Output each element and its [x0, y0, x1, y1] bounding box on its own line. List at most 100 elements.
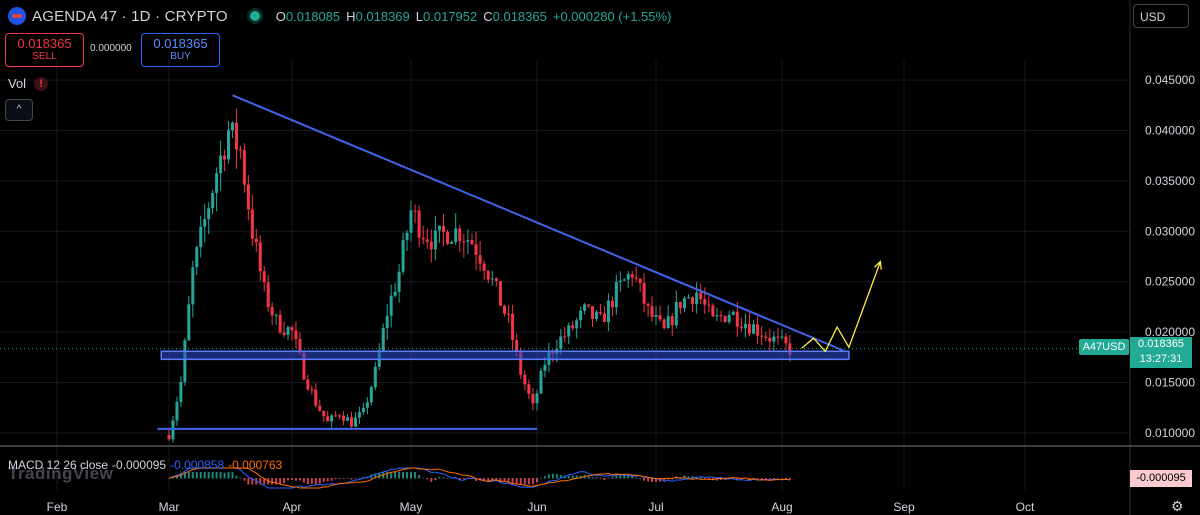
macd-histogram-bar [703, 478, 706, 480]
candle-body [747, 323, 751, 334]
candle-body [350, 417, 353, 427]
macd-legend[interactable]: MACD 12 26 close -0.000095 -0.000858 -0.… [8, 458, 282, 472]
candle-body [788, 343, 792, 355]
macd-histogram-bar [402, 472, 405, 479]
macd-histogram-bar [603, 478, 606, 481]
grid-lines [0, 60, 1130, 490]
candle-body [583, 304, 587, 311]
candle-body [531, 393, 535, 404]
macd-histogram-bar [788, 478, 791, 480]
macd-histogram-bar [536, 478, 538, 483]
buy-button[interactable]: 0.018365 BUY [141, 33, 220, 67]
macd-histogram-bar [583, 475, 586, 479]
candle-body [298, 339, 302, 353]
collapse-chevron-up-icon[interactable]: ^ [5, 99, 33, 121]
candle-body [478, 255, 482, 264]
macd-histogram-bar [390, 472, 393, 479]
candle-body [238, 149, 242, 151]
macd-histogram-bar [667, 478, 670, 480]
candle-body [622, 279, 626, 281]
volume-label: Vol [8, 76, 27, 91]
drawing-overlays[interactable] [0, 94, 1130, 430]
macd-histogram-bar [707, 478, 710, 480]
candle-body [634, 277, 638, 279]
candle-body [195, 247, 199, 268]
macd-histogram-bar [611, 476, 614, 479]
candle-body [242, 150, 246, 185]
macd-histogram-bar [679, 476, 682, 479]
macd-histogram-bar [374, 473, 377, 479]
ohlc-close: C0.018365 [483, 8, 547, 24]
candle-body [421, 237, 425, 240]
candle-body [310, 389, 314, 391]
x-tick-label: Aug [771, 500, 792, 514]
candle-body [219, 155, 223, 174]
sell-button[interactable]: 0.018365 SELL [5, 33, 84, 67]
market-status-icon[interactable] [249, 11, 260, 21]
macd-histogram-bar [711, 478, 714, 480]
volume-legend[interactable]: Vol ! [8, 76, 49, 91]
macd-histogram-bar [430, 478, 433, 482]
macd-pane [168, 467, 791, 489]
candle-body [401, 240, 405, 272]
candle-body [695, 292, 699, 305]
macd-histogram-bar [599, 478, 602, 479]
candle-body [731, 311, 735, 315]
candle-body [756, 324, 760, 336]
candle-body [326, 416, 330, 422]
macd-histogram-bar [571, 475, 574, 479]
candle-body [666, 316, 670, 329]
candle-body [699, 292, 703, 300]
candle-body [223, 155, 227, 160]
candle-body [446, 231, 450, 244]
candle-body [486, 270, 490, 280]
macd-histogram-bar [631, 475, 634, 479]
macd-histogram-bar [207, 472, 210, 479]
time-axis[interactable]: Feb Mar Apr May Jun Jul Aug Sep Oct [0, 445, 1200, 514]
candle-body [369, 387, 373, 403]
candle-body [764, 336, 768, 338]
candle-body [357, 412, 361, 418]
price-axis[interactable]: 0.045000 0.040000 0.035000 0.030000 0.025000… [1129, 0, 1195, 515]
macd-histogram-bar [279, 478, 282, 484]
macd-histogram-bar [442, 477, 445, 479]
candle-body [413, 210, 417, 212]
symbol-title[interactable]: AGENDA 47 · 1D · CRYPTO [32, 7, 228, 25]
macd-histogram-bar [338, 478, 341, 479]
symbol-logo-icon [8, 7, 26, 25]
macd-histogram-bar [695, 477, 698, 479]
candle-body [167, 434, 171, 440]
candle-body [674, 301, 678, 326]
macd-histogram-bar [579, 475, 582, 479]
candle-body [515, 339, 519, 351]
macd-histogram-bar [483, 478, 486, 482]
ohlc-high: H0.018369 [346, 8, 410, 24]
candle-body [290, 327, 294, 331]
warning-icon[interactable]: ! [34, 76, 49, 91]
candle-body [365, 402, 369, 408]
currency-selector[interactable]: USD [1133, 4, 1189, 28]
macd-histogram-bar [647, 478, 650, 482]
macd-histogram-bar [781, 477, 783, 479]
candle-body [591, 306, 595, 320]
macd-histogram-bar [219, 472, 222, 479]
macd-histogram-bar [350, 478, 353, 480]
settings-gear-icon[interactable]: ⚙ [1171, 498, 1184, 514]
candle-body [650, 305, 654, 317]
macd-histogram-bar [446, 478, 449, 479]
candle-body [784, 336, 788, 344]
candle-body [507, 313, 511, 315]
macd-histogram-bar [191, 472, 194, 479]
macd-histogram-bar [283, 478, 286, 484]
candle-body [207, 208, 211, 220]
macd-histogram-bar [394, 472, 397, 479]
candle-body [682, 298, 686, 309]
tradingview-logo[interactable]: TradingView [8, 464, 114, 483]
candle-body [409, 210, 413, 233]
candle-body [559, 336, 563, 350]
macd-histogram-bar [255, 478, 258, 485]
macd-histogram-bar [607, 477, 610, 479]
candle-body [433, 230, 437, 250]
candle-body [322, 410, 326, 417]
